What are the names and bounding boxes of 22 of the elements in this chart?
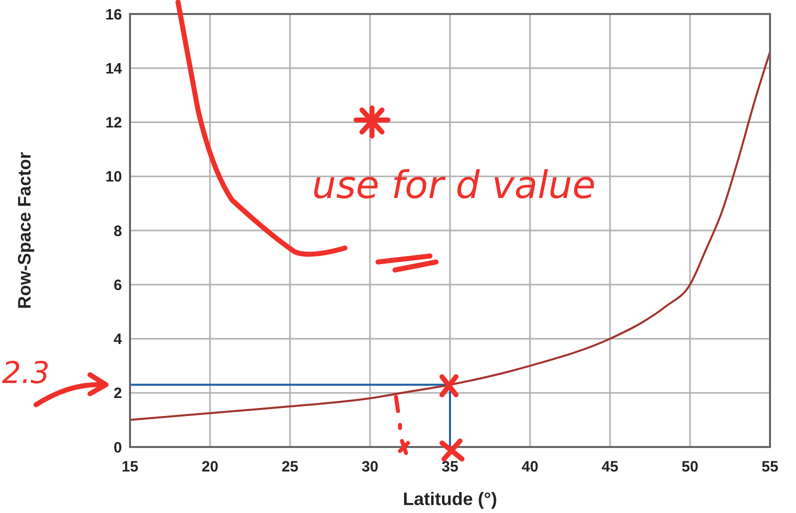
y-tick-label: 12: [105, 114, 122, 132]
y-tick-label: 6: [114, 276, 122, 294]
y-tick-label: 16: [105, 6, 122, 24]
y-axis-title: Row-Space Factor: [14, 152, 34, 310]
x-tick-label: 30: [362, 458, 378, 476]
y-tick-label: 2: [114, 385, 122, 402]
y-tick-label: 8: [114, 222, 122, 240]
x-tick-label: 25: [282, 458, 298, 476]
text: 2.3: [2, 356, 50, 391]
x-tick-label: 50: [682, 458, 698, 476]
x-tick-label: 55: [762, 458, 778, 476]
x-tick-label: 15: [122, 458, 138, 476]
y-tick-label: 0: [114, 439, 122, 456]
y-tick-label: 4: [114, 331, 123, 348]
annotation: use for d value: [312, 163, 596, 207]
x-tick-label: 20: [202, 458, 218, 476]
x-tick-label: 40: [522, 458, 538, 476]
x-axis-title: Latitude (°): [402, 489, 498, 509]
x-tick-label: 35: [442, 458, 458, 476]
x-tick-label: 45: [602, 458, 618, 476]
y-tick-label: 10: [105, 168, 122, 186]
y-tick-label: 14: [105, 60, 123, 78]
